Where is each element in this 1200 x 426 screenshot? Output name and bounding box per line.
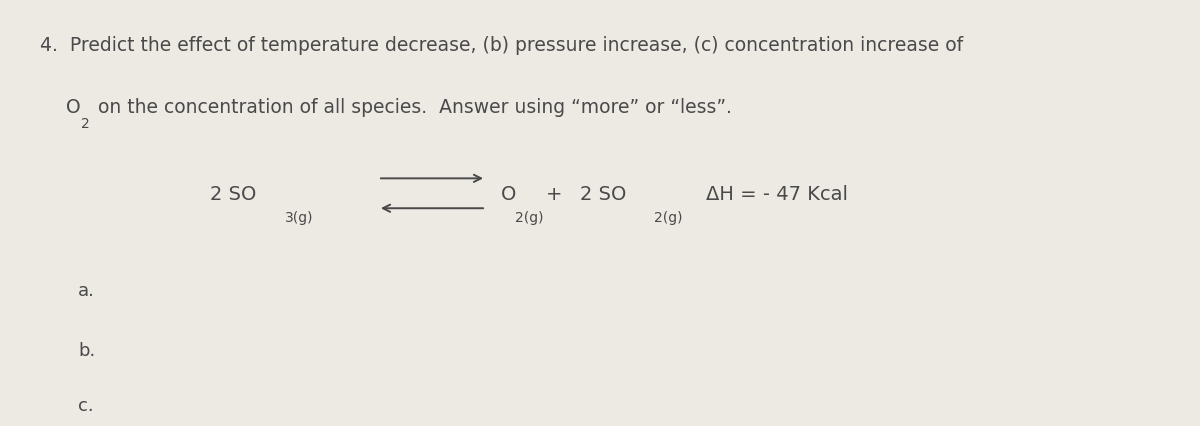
Text: c.: c. bbox=[78, 396, 94, 414]
Text: 2(g): 2(g) bbox=[654, 210, 683, 224]
Text: 2: 2 bbox=[82, 117, 90, 131]
Text: a.: a. bbox=[78, 281, 95, 299]
Text: 2(g): 2(g) bbox=[515, 210, 544, 224]
Text: on the concentration of all species.  Answer using “more” or “less”.: on the concentration of all species. Ans… bbox=[92, 98, 732, 117]
Text: O: O bbox=[500, 184, 516, 203]
Text: O: O bbox=[66, 98, 80, 117]
Text: b.: b. bbox=[78, 341, 95, 359]
Text: ΔH = - 47 Kcal: ΔH = - 47 Kcal bbox=[706, 184, 847, 203]
Text: 2 SO: 2 SO bbox=[210, 184, 257, 203]
Text: 3(g): 3(g) bbox=[286, 210, 313, 224]
Text: 2 SO: 2 SO bbox=[580, 184, 626, 203]
Text: +: + bbox=[546, 184, 563, 203]
Text: 4.  Predict the effect of temperature decrease, (b) pressure increase, (c) conce: 4. Predict the effect of temperature dec… bbox=[40, 36, 962, 55]
